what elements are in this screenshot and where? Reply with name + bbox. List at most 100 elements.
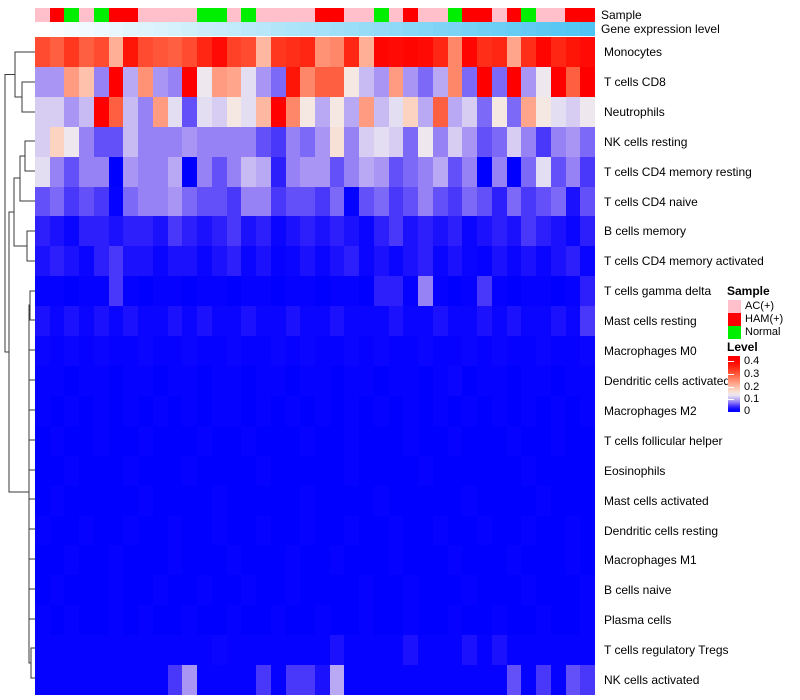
- row-label: Dendritic cells resting: [604, 523, 719, 538]
- heatmap-cell: [241, 515, 257, 546]
- expression-annotation-cell: [197, 22, 212, 36]
- heatmap-cell: [388, 246, 404, 277]
- heatmap-cell: [359, 455, 374, 486]
- heatmap-cell: [359, 545, 374, 576]
- heatmap-cell: [64, 246, 80, 277]
- heatmap-cell: [49, 665, 65, 695]
- heatmap-cell: [108, 575, 124, 606]
- heatmap-cell: [315, 635, 330, 666]
- heatmap-cell: [93, 605, 109, 636]
- heatmap-cell: [241, 605, 257, 636]
- heatmap-cell: [93, 485, 109, 516]
- heatmap-cell: [462, 336, 478, 366]
- heatmap-cell: [506, 665, 522, 695]
- heatmap-cell: [403, 216, 419, 247]
- heatmap-cell: [447, 485, 463, 516]
- heatmap-cell: [491, 605, 507, 636]
- heatmap-cell: [315, 96, 330, 127]
- row-label: Mast cells activated: [604, 493, 709, 508]
- heatmap-cell: [226, 455, 242, 486]
- row-label: T cells CD4 memory resting: [604, 164, 752, 179]
- heatmap-cell: [491, 336, 507, 366]
- heatmap-cell: [462, 605, 478, 636]
- heatmap-cell: [491, 246, 507, 277]
- heatmap-cell: [359, 37, 374, 67]
- sample-annotation-cell: [79, 8, 94, 22]
- heatmap-cell: [329, 485, 345, 516]
- heatmap-cell: [270, 246, 286, 277]
- heatmap-cell: [35, 306, 50, 337]
- heatmap-cell: [138, 276, 153, 307]
- heatmap-cell: [447, 605, 463, 636]
- heatmap-cell: [506, 306, 522, 337]
- heatmap-cell: [211, 365, 227, 396]
- heatmap-cell: [241, 186, 257, 217]
- heatmap-cell: [580, 635, 595, 666]
- heatmap-cell: [256, 395, 271, 426]
- heatmap-cell: [35, 365, 50, 396]
- heatmap-cell: [580, 515, 595, 546]
- heatmap-cell: [270, 336, 286, 366]
- heatmap-cell: [536, 246, 551, 277]
- heatmap-cell: [138, 336, 153, 366]
- heatmap-cell: [64, 216, 80, 247]
- heatmap-cell: [329, 126, 345, 157]
- heatmap-cell: [300, 37, 315, 67]
- heatmap-cell: [64, 186, 80, 217]
- heatmap-cell: [388, 575, 404, 606]
- heatmap-cell: [241, 216, 257, 247]
- heatmap-cell: [300, 635, 315, 666]
- heatmap-cell: [521, 66, 537, 97]
- heatmap-cell: [506, 545, 522, 576]
- heatmap-cell: [315, 665, 330, 695]
- heatmap-cell: [565, 156, 581, 187]
- heatmap-cell: [403, 395, 419, 426]
- heatmap-cell: [123, 575, 139, 606]
- heatmap-cell: [536, 276, 551, 307]
- heatmap-cell: [182, 96, 198, 127]
- expression-annotation-cell: [49, 22, 65, 36]
- heatmap-cell: [329, 246, 345, 277]
- heatmap-cell: [388, 96, 404, 127]
- heatmap-cell: [447, 515, 463, 546]
- heatmap-cell: [108, 216, 124, 247]
- heatmap-cell: [565, 276, 581, 307]
- heatmap-cell: [315, 515, 330, 546]
- heatmap-cell: [506, 246, 522, 277]
- heatmap-cell: [462, 635, 478, 666]
- heatmap-cell: [388, 126, 404, 157]
- heatmap-cell: [491, 66, 507, 97]
- heatmap-cell: [300, 96, 315, 127]
- heatmap-cell: [182, 37, 198, 67]
- heatmap-cell: [491, 306, 507, 337]
- heatmap-cell: [64, 395, 80, 426]
- heatmap-cell: [123, 276, 139, 307]
- heatmap-cell: [49, 66, 65, 97]
- heatmap-cell: [300, 66, 315, 97]
- heatmap-cell: [93, 665, 109, 695]
- heatmap-cell: [388, 336, 404, 366]
- heatmap-cell: [344, 186, 360, 217]
- heatmap-cell: [550, 455, 566, 486]
- heatmap-cell: [108, 186, 124, 217]
- heatmap-cell: [35, 515, 50, 546]
- heatmap-cell: [388, 665, 404, 695]
- heatmap-cell: [182, 485, 198, 516]
- heatmap-cell: [79, 485, 94, 516]
- heatmap-cell: [226, 246, 242, 277]
- heatmap-cell: [477, 365, 492, 396]
- heatmap-cell: [491, 485, 507, 516]
- heatmap-cell: [373, 515, 389, 546]
- heatmap-cell: [550, 485, 566, 516]
- expression-annotation-cell: [521, 22, 536, 36]
- heatmap-cell: [329, 395, 345, 426]
- row-label: T cells CD4 naive: [604, 194, 698, 209]
- heatmap-cell: [388, 395, 404, 426]
- heatmap-cell: [418, 425, 433, 456]
- heatmap-cell: [432, 605, 448, 636]
- heatmap-cell: [373, 425, 389, 456]
- heatmap-cell: [197, 635, 212, 666]
- heatmap-cell: [447, 306, 463, 337]
- heatmap-cell: [49, 336, 65, 366]
